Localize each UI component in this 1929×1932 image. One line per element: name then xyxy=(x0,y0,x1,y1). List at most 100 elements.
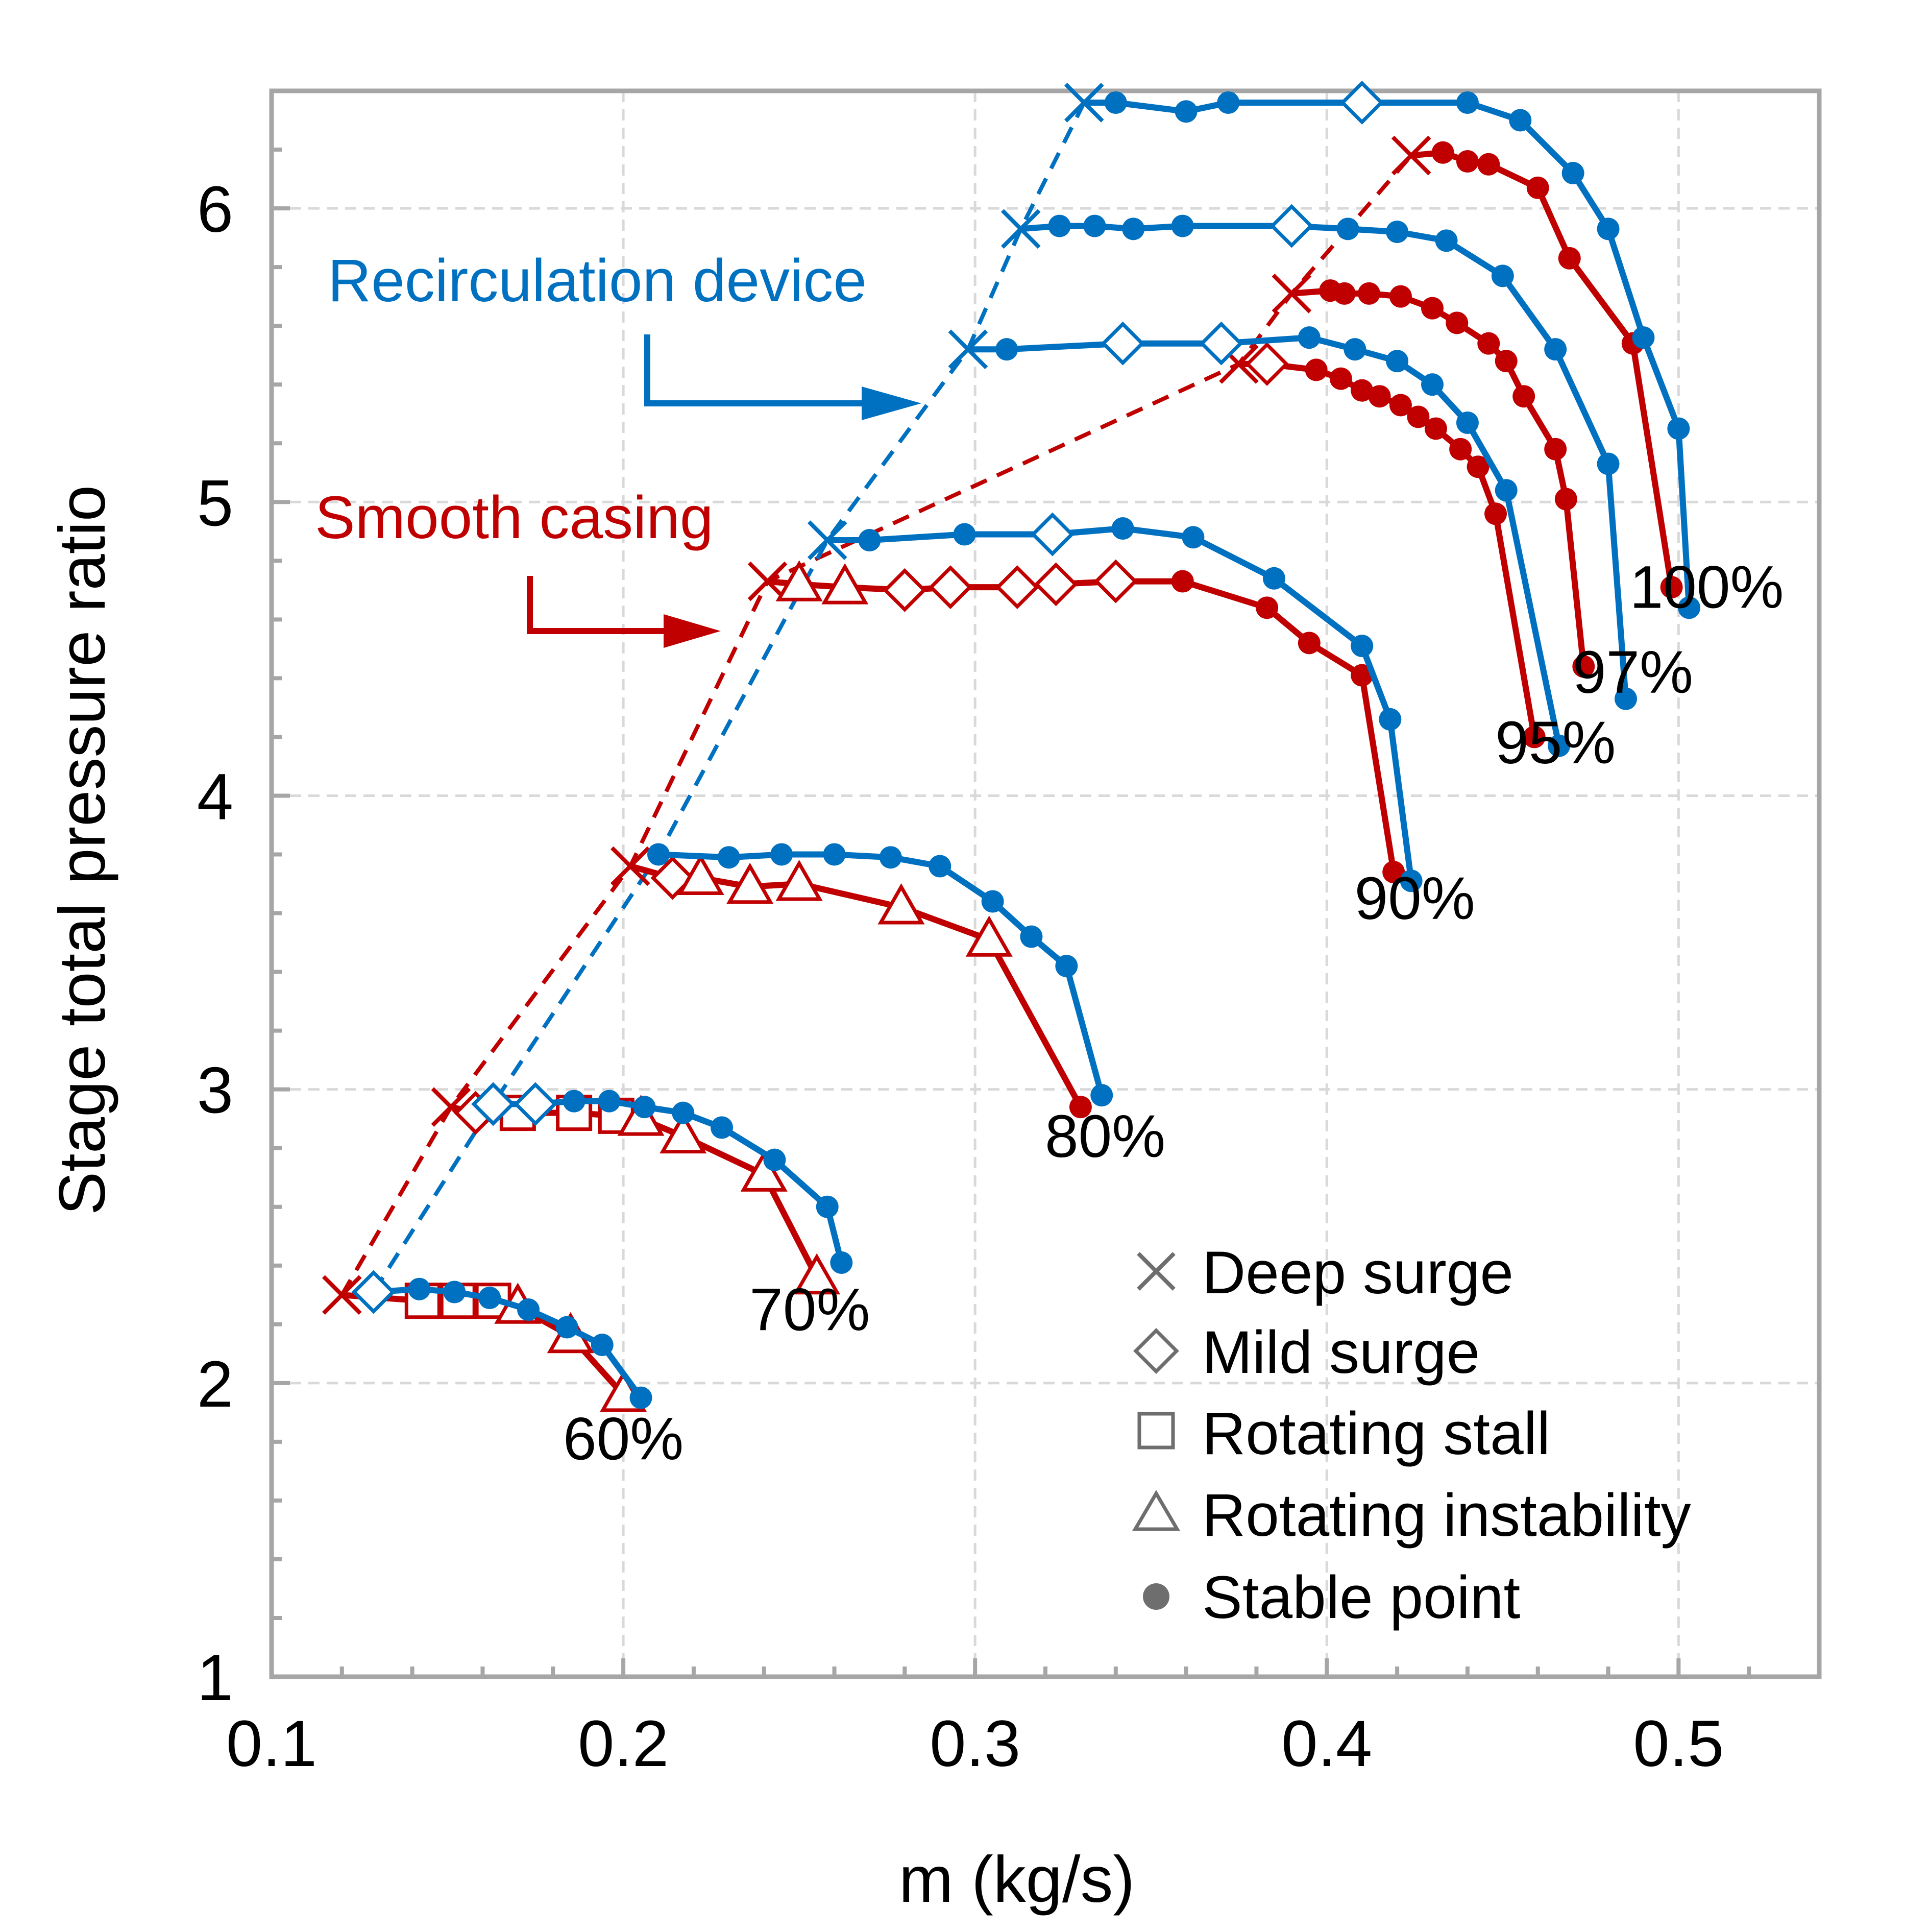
recirc-stable-point xyxy=(1175,100,1198,123)
recirc-stable-point xyxy=(1344,338,1366,361)
recirc-stable-point xyxy=(1262,567,1285,590)
recirc-stable-point xyxy=(1544,338,1567,361)
recirc-stable-point xyxy=(555,1316,578,1339)
smooth-mild-surge-point xyxy=(1093,559,1138,603)
y-tick-label: 5 xyxy=(197,467,233,540)
legend-rotating-instability-marker xyxy=(1132,1490,1181,1531)
smooth-stable-point xyxy=(1421,297,1444,320)
y-tick-label: 1 xyxy=(197,1641,233,1714)
recirc-line xyxy=(658,851,1105,1096)
smooth-stable-point xyxy=(1389,285,1412,308)
speed-label: 90% xyxy=(1354,865,1475,932)
legend-rotating-stall-marker xyxy=(1137,1412,1175,1450)
smooth-stable-point xyxy=(1424,417,1447,440)
recirc-mild-surge-point xyxy=(471,1082,516,1126)
smooth-mild-surge-point xyxy=(995,565,1039,610)
recirc-mild-surge-point xyxy=(1101,321,1145,366)
smooth-stable-point xyxy=(1357,282,1380,305)
recirc-stable-point xyxy=(1104,91,1127,114)
recirc-speed-line-80pct xyxy=(647,843,1113,1107)
speed-label: 80% xyxy=(1045,1103,1165,1170)
smooth-casing-arrow xyxy=(527,576,674,634)
recirc-stable-point xyxy=(598,1090,621,1113)
smooth-stable-point xyxy=(1069,1096,1092,1119)
smooth-stable-point xyxy=(1446,311,1469,334)
recirc-stable-point xyxy=(858,529,881,552)
smooth-stable-point xyxy=(1544,438,1567,461)
smooth-rotating-instability-point xyxy=(775,560,823,601)
recirc-deep-surge-point xyxy=(1000,209,1041,249)
recirc-stable-point xyxy=(816,1195,839,1218)
speed-label: 100% xyxy=(1630,553,1784,621)
smooth-rotating-instability-point xyxy=(821,563,869,605)
recirc-stable-point xyxy=(1509,109,1532,132)
smooth-stable-point xyxy=(1407,405,1430,428)
smooth-stable-point xyxy=(1171,570,1194,593)
recirc-stable-point xyxy=(1083,214,1106,237)
smooth-rotating-instability-point xyxy=(660,1112,707,1154)
smooth-speed-line-97pct xyxy=(1272,274,1595,678)
recirc-speed-line-70pct xyxy=(471,1082,853,1274)
y-axis-title: Stage total pressure ratio xyxy=(46,485,119,1215)
recirc-stable-point xyxy=(591,1334,614,1357)
speed-label: 95% xyxy=(1495,709,1616,777)
recirc-stable-point xyxy=(1421,373,1444,396)
recirc-stable-point xyxy=(1090,1084,1113,1107)
speed-labels: 60% 70% 80% 90% 95%97% 100% xyxy=(563,553,1784,1472)
recirc-speed-line-95pct xyxy=(948,321,1571,757)
legend-rotating-stall-label: Rotating stall xyxy=(1202,1400,1550,1467)
recirc-stable-point xyxy=(1020,925,1043,948)
recirc-stable-point xyxy=(1122,218,1145,240)
speed-label: 60% xyxy=(563,1405,683,1472)
smooth-casing-label: Smooth casing xyxy=(315,484,714,551)
smooth-stable-point xyxy=(1351,379,1374,402)
x-tick-label: 0.1 xyxy=(226,1707,317,1780)
speed-lines xyxy=(322,81,1701,1412)
axis-ticks: 0.1 0.2 0.3 0.4 0.5 1 2 3 4 5 6 xyxy=(197,148,1821,1780)
recirc-mild-surge-point xyxy=(1269,204,1314,248)
recirc-mild-surge-point xyxy=(513,1082,557,1126)
smooth-stable-point xyxy=(1368,385,1391,408)
recirc-stable-point xyxy=(1386,221,1409,244)
recirc-stable-point xyxy=(478,1287,501,1310)
smooth-speed-line-95pct xyxy=(1219,342,1546,748)
recirc-stable-point xyxy=(647,843,670,866)
smooth-rotating-instability-point xyxy=(677,854,724,895)
recirc-stable-point xyxy=(1456,91,1479,114)
recirc-speed-line-100pct xyxy=(1064,81,1701,619)
recirc-stable-point xyxy=(1055,955,1078,978)
smooth-mild-surge-point xyxy=(883,568,927,612)
recirc-deep-surge-point xyxy=(948,329,988,369)
smooth-rotating-instability-point xyxy=(793,1253,841,1295)
smooth-stable-point xyxy=(1512,385,1535,408)
recirc-stable-point xyxy=(1400,870,1423,892)
recirc-stable-point xyxy=(1435,229,1458,252)
smooth-stable-point xyxy=(1526,176,1549,199)
smooth-stable-point xyxy=(1305,358,1328,381)
recirc-stable-point xyxy=(1495,479,1518,502)
smooth-mild-surge-point xyxy=(928,565,972,610)
recirc-stable-point xyxy=(443,1281,466,1303)
speed-label: 97% xyxy=(1573,639,1693,706)
smooth-stable-point xyxy=(1484,502,1507,525)
recirc-stable-point xyxy=(995,338,1018,361)
recirc-stable-point xyxy=(563,1090,585,1113)
legend-mild-surge-label: Mild surge xyxy=(1202,1319,1480,1386)
legend-rotating-instability-label: Rotating instability xyxy=(1202,1482,1691,1549)
recirc-stable-point xyxy=(717,846,740,869)
recirculation-arrow xyxy=(644,334,868,406)
smooth-speed-line-80pct xyxy=(611,846,1092,1119)
x-axis-title: m (kg/s) xyxy=(899,1843,1135,1916)
x-tick-label: 0.5 xyxy=(1633,1707,1724,1780)
smooth-speed-line-90pct xyxy=(747,559,1405,883)
smooth-stable-point xyxy=(1572,655,1595,678)
series-annotations: Recirculation device Smooth casing xyxy=(315,247,921,648)
smooth-stable-point xyxy=(1554,488,1577,511)
recirc-stable-point xyxy=(1597,218,1620,240)
smooth-stable-point xyxy=(1351,664,1374,687)
recirc-stable-point xyxy=(953,523,976,546)
recirculation-device-label: Recirculation device xyxy=(328,247,867,315)
recirc-stable-point xyxy=(830,1251,853,1274)
